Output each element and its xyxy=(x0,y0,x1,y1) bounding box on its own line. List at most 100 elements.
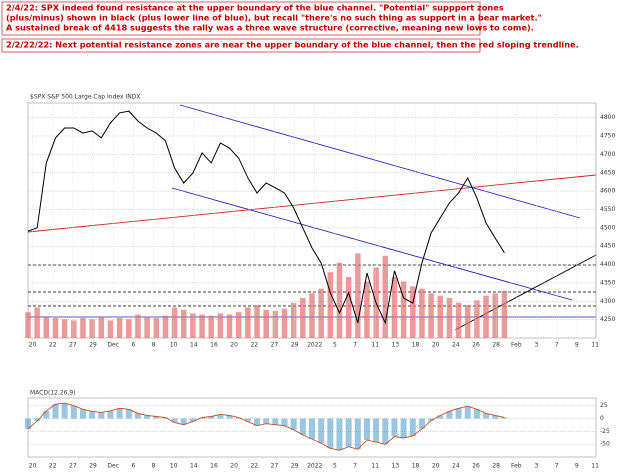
macd-histogram xyxy=(107,410,114,419)
x-tick-label: 11 xyxy=(591,342,599,349)
x-tick-label: 18 xyxy=(412,342,420,349)
volume-bar xyxy=(180,309,187,338)
x-tick-label: 29 xyxy=(89,342,97,349)
volume-bar xyxy=(272,310,279,338)
volume-bar xyxy=(410,286,416,338)
x-tick-label: 13 xyxy=(392,463,400,470)
price-line xyxy=(27,110,505,325)
macd-histogram xyxy=(272,418,279,425)
x-tick-label: 20 xyxy=(29,463,37,470)
x-tick-label: 7 xyxy=(353,342,357,349)
x-tick-label: 7 xyxy=(353,463,357,470)
volume-bar xyxy=(437,295,444,338)
x-tick-label: 9 xyxy=(575,342,579,349)
macd-histogram xyxy=(409,418,416,436)
x-tick-label: 20 xyxy=(230,463,238,470)
macd-histogram xyxy=(354,418,361,450)
volume-bar xyxy=(263,309,269,338)
volume-bar xyxy=(345,276,352,338)
volume-bar xyxy=(391,276,398,338)
x-tick-label: 11 xyxy=(371,463,379,470)
x-tick-label: 8 xyxy=(152,342,156,349)
x-tick-label: 11 xyxy=(591,463,599,470)
macd-histogram xyxy=(153,416,160,419)
macd-histogram xyxy=(290,418,297,430)
volume-bar xyxy=(71,320,77,338)
volume-bar xyxy=(126,319,132,338)
macd-histogram xyxy=(492,415,499,419)
x-tick-label: 29 xyxy=(291,342,299,349)
x-tick-label: 2022 xyxy=(307,342,322,349)
x-tick-label: 5 xyxy=(333,342,337,349)
volume-bar xyxy=(25,312,31,338)
x-tick-label: 29 xyxy=(291,463,299,470)
macd-histogram xyxy=(144,415,151,419)
macd-histogram xyxy=(226,415,233,419)
x-tick-label: Dec xyxy=(107,342,119,349)
volume-bar xyxy=(254,305,260,338)
x-tick-label: 10 xyxy=(170,342,178,349)
y-tick-label: -50 xyxy=(600,441,610,448)
volume-bar xyxy=(382,255,389,338)
x-tick-label: 16 xyxy=(210,342,218,349)
x-tick-label: Feb xyxy=(511,463,522,470)
volume-bar xyxy=(355,253,361,338)
volume-bar xyxy=(455,302,462,338)
y-tick-label: 4500 xyxy=(600,224,615,231)
volume-bar xyxy=(153,318,160,338)
x-tick-label: 22 xyxy=(250,342,258,349)
macd-histogram xyxy=(70,405,77,419)
macd-line xyxy=(27,402,505,451)
x-tick-label: 18 xyxy=(412,463,420,470)
volume-bar xyxy=(144,316,150,338)
macd-histogram xyxy=(125,409,132,419)
macd-histogram xyxy=(373,418,380,443)
x-tick-label: 5 xyxy=(333,463,337,470)
volume-bar xyxy=(290,302,297,338)
x-tick-label: 6 xyxy=(131,463,135,470)
y-tick-label: 4300 xyxy=(600,298,615,305)
y-tick-label: 4450 xyxy=(600,243,615,250)
x-tick-label: 27 xyxy=(271,463,279,470)
y-tick-label: -25 xyxy=(600,428,610,435)
x-tick-label: 26 xyxy=(472,463,480,470)
volume-bar xyxy=(492,293,498,338)
volume-bar xyxy=(226,314,233,338)
x-tick-label: 28 xyxy=(492,342,500,349)
macd-histogram xyxy=(116,408,123,419)
x-tick-label: 7 xyxy=(555,463,559,470)
macd-histogram xyxy=(400,418,407,439)
macd-histogram xyxy=(345,418,352,447)
macd-histogram xyxy=(363,418,370,441)
annotations: 2/4/22: SPX indeed found resistance at t… xyxy=(1,1,579,53)
x-tick-label: 20 xyxy=(432,463,440,470)
y-tick-label: 4650 xyxy=(600,169,615,176)
macd-histogram xyxy=(318,418,325,444)
volume-bar xyxy=(171,307,178,338)
volume-bar xyxy=(208,315,214,338)
y-tick-label: 4550 xyxy=(600,206,615,213)
volume-bar xyxy=(61,319,68,338)
volume-bar xyxy=(300,298,306,338)
volume-bar xyxy=(43,316,50,338)
x-tick-label: 20 xyxy=(230,342,238,349)
macd-histogram xyxy=(428,418,435,421)
volume-bar xyxy=(235,312,242,338)
volume-bar xyxy=(501,291,508,338)
macd-histogram xyxy=(501,417,508,419)
y-tick-label: 4750 xyxy=(600,133,615,140)
volume-bar xyxy=(309,293,315,338)
volume-bar xyxy=(336,262,343,338)
macd-histogram xyxy=(235,417,242,419)
x-tick-label: 22 xyxy=(49,463,57,470)
volume-bar xyxy=(217,313,224,338)
x-tick-label: 13 xyxy=(392,342,400,349)
volume-bar xyxy=(446,298,453,338)
macd-histogram xyxy=(98,412,105,419)
macd-histogram xyxy=(382,418,389,445)
macd-histogram xyxy=(437,415,444,419)
volume-bar xyxy=(80,318,86,338)
macd-histogram xyxy=(217,414,224,419)
x-tick-label: Dec xyxy=(107,463,119,470)
